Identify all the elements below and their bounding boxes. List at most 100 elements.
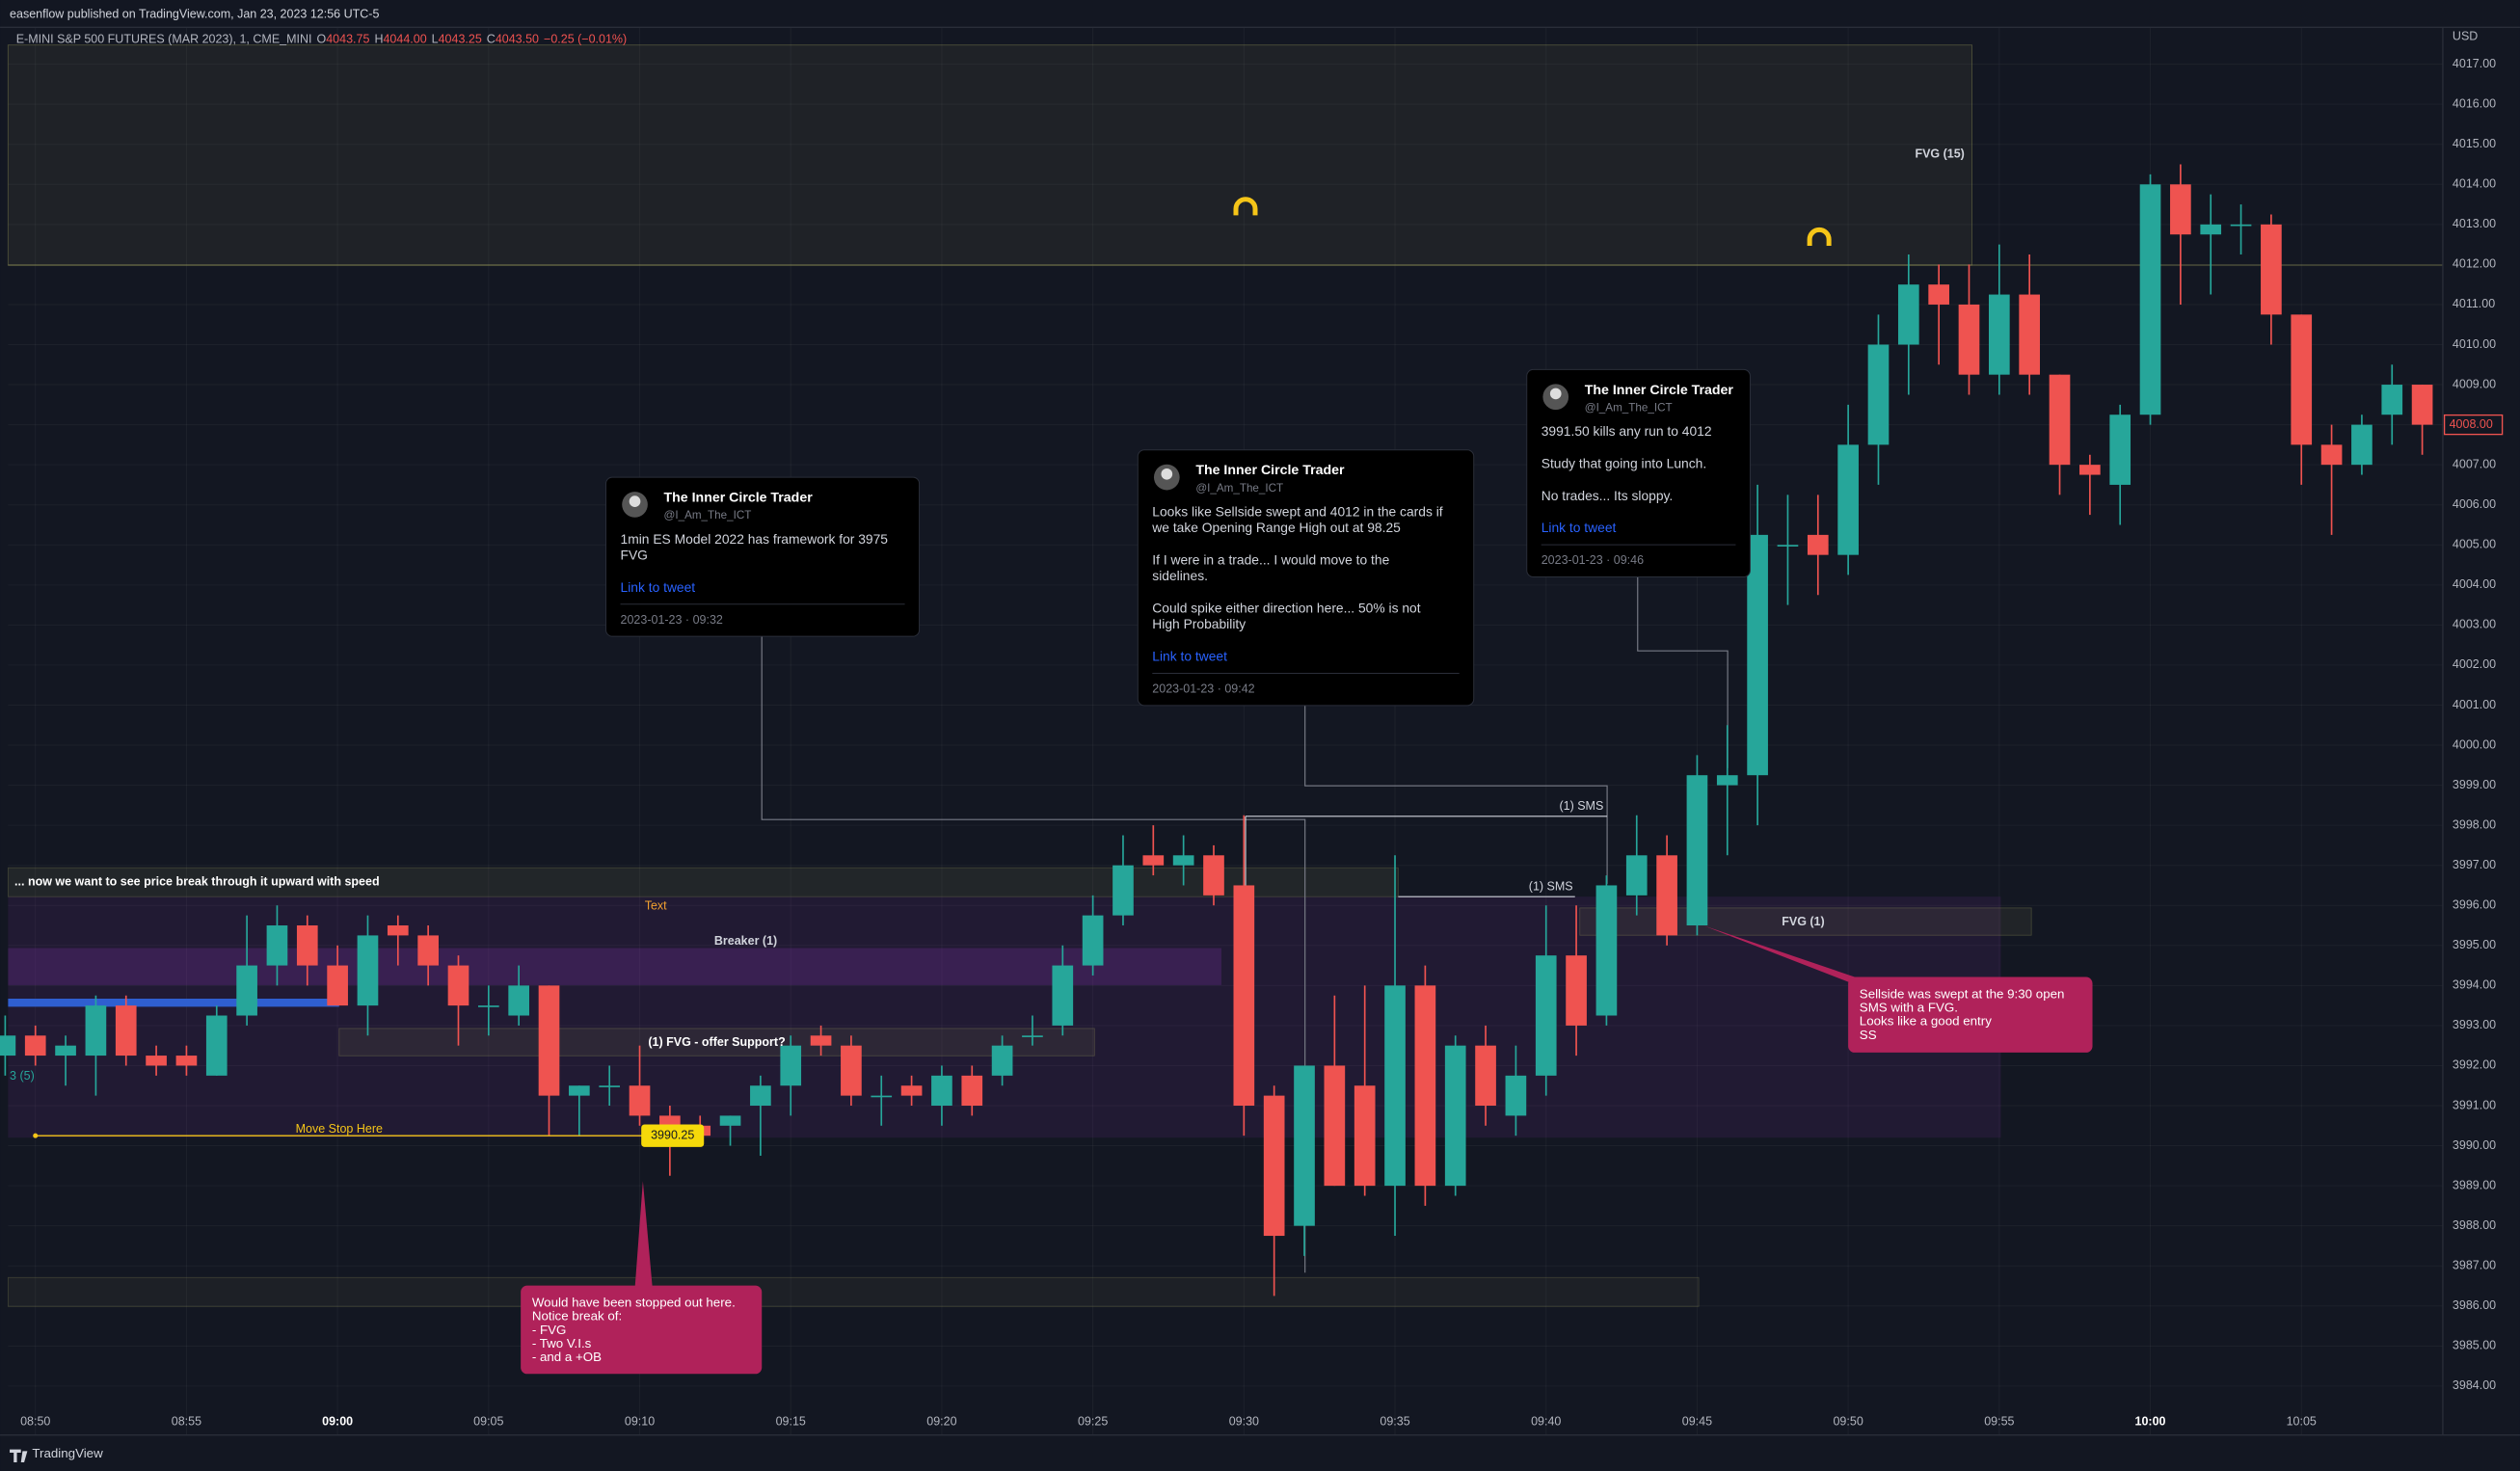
x-tick-label: 08:55 [172,1415,201,1429]
candle-body [55,1045,76,1056]
last-price-box [2443,414,2504,436]
x-tick-label: 09:50 [1833,1415,1863,1429]
candle-body [1505,1075,1527,1116]
candle-body [2019,294,2041,375]
tweet-link: Link to tweet [1541,520,1617,535]
candle-body [1686,775,1708,926]
candle-body [750,1085,771,1107]
candle-body [780,1045,802,1086]
zone [7,1276,1700,1307]
candle-body [1777,545,1799,547]
logo [10,1449,28,1462]
tweet-date: 2023-01-23 · 09:32 [621,613,723,627]
annotation: FVG (15) [1915,147,1964,160]
stop-price-box [641,1124,705,1147]
candle-body [1867,344,1890,445]
y-tick-label: 3985.00 [2453,1339,2496,1352]
callout-text: - and a +OB [532,1350,602,1364]
tweet-link: Link to tweet [1152,648,1227,663]
tweet-card [1526,368,1751,577]
candle-body [961,1075,983,1107]
last-price-label: 4008.00 [2450,417,2493,431]
candle-body [1475,1045,1496,1107]
tweet-link: Link to tweet [621,579,696,595]
tweet-text: sidelines. [1152,568,1208,583]
fvg-zone [338,1028,1095,1056]
candle-body [85,1005,107,1056]
candle-body [417,935,439,966]
candle-body [1837,444,1859,555]
candle-body [991,1045,1013,1076]
y-tick-label: 4015.00 [2453,137,2496,150]
candle-body [2200,224,2222,235]
candle-body [599,1085,621,1087]
tweet-date: 2023-01-23 · 09:42 [1152,682,1254,695]
fvg-zone [7,44,1972,266]
candle-body [1294,1065,1315,1226]
y-tick-label: 4003.00 [2453,618,2496,631]
candle-body [900,1085,923,1096]
y-tick-label: 4012.00 [2453,257,2496,271]
annotation: FVG (1) [1782,915,1824,928]
candle-body [175,1056,198,1066]
stop-anchor [33,1133,39,1138]
y-tick-label: 4017.00 [2453,57,2496,70]
candle-body [24,1035,46,1056]
candle-body [447,965,469,1006]
y-tick-label: 3999.00 [2453,778,2496,791]
tweet-name: The Inner Circle Trader [1585,383,1734,398]
fvg-zone [1579,907,2032,936]
y-tick-label: 4006.00 [2453,497,2496,511]
candle-body [1535,955,1557,1076]
y-tick-label: 3992.00 [2453,1058,2496,1072]
breaker-zone [8,896,2001,1138]
callout-pointer [1703,925,1878,994]
y-tick-label: 3984.00 [2453,1378,2496,1392]
callout-text: SS [1860,1028,1877,1042]
x-tick-label: 09:35 [1380,1415,1409,1429]
candle-body [1747,534,1768,776]
zone [7,867,1399,897]
tweet-text: If I were in a trade... I would move to … [1152,551,1389,567]
avatar-face [629,495,641,507]
y-tick-label: 3997.00 [2453,858,2496,871]
y-tick-label: 3994.00 [2453,978,2496,992]
x-tick-label: 10:00 [2135,1415,2166,1429]
tweet-handle: @I_Am_The_ICT [664,509,752,522]
callout-pointer [634,1181,653,1289]
annotation: (1) SMS [1529,879,1573,893]
avatar-face [1549,388,1562,400]
candle-body [871,1095,893,1098]
annotation: (1) SMS [1559,799,1603,813]
x-tick-label: 09:30 [1229,1415,1259,1429]
candle-body [719,1115,741,1126]
candle-body [2320,444,2343,466]
y-tick-label: 3996.00 [2453,898,2496,912]
tweet-text: High Probability [1152,616,1246,631]
candle-body [1928,284,1949,305]
legend-item: 4044.00 [383,33,426,46]
x-tick-label: 09:20 [926,1415,956,1429]
candle-body [2261,224,2282,315]
x-tick-label: 09:05 [473,1415,503,1429]
callout-text: - FVG [532,1323,567,1337]
tweet-text: No trades... Its sloppy. [1541,488,1674,503]
candle-body [146,1056,167,1066]
y-tick-label: 4014.00 [2453,177,2496,191]
candle-body [2291,314,2313,445]
candle-body [1716,775,1738,786]
candle-body [2411,385,2433,425]
y-tick-label: 4009.00 [2453,377,2496,390]
tweet-text: we take Opening Range High out at 98.25 [1151,520,1401,535]
callout-text: Looks like a good entry [1860,1014,1992,1029]
y-tick-label: 4013.00 [2453,217,2496,230]
candle-body [1172,855,1194,866]
candle-body [841,1045,862,1096]
x-tick-label: 09:00 [322,1415,353,1429]
callout-text: - Two V.I.s [532,1336,592,1351]
y-tick-label: 4001.00 [2453,698,2496,711]
candle-body [296,925,318,966]
y-tick-label: 3998.00 [2453,817,2496,831]
legend-item: 4043.75 [326,33,369,46]
